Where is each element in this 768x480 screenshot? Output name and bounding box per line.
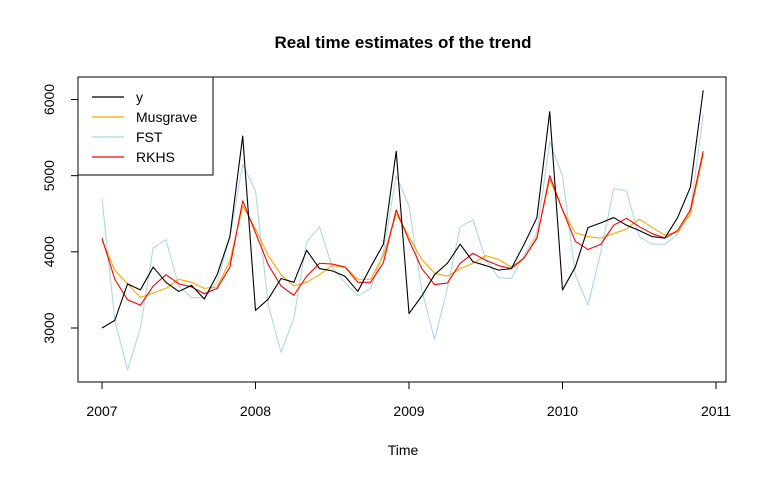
legend-label-rkhs: RKHS [136,149,175,165]
legend: y Musgrave FST RKHS [77,76,214,176]
x-tick-label: 2007 [86,403,117,419]
x-axis: 2007 2008 2009 2010 2011 [86,381,731,419]
legend-box [77,76,214,176]
legend-label-y: y [136,89,143,105]
series-layer [101,90,704,371]
x-tick-label: 2011 [701,403,731,419]
series-line-y [101,90,704,329]
y-tick-label: 4000 [41,236,57,267]
legend-label-musgrave: Musgrave [136,109,198,125]
chart-title: Real time estimates of the trend [275,33,532,52]
x-tick-label: 2010 [547,403,578,419]
x-tick-label: 2008 [240,403,271,419]
legend-label-fst: FST [136,129,163,145]
y-axis: 3000 4000 5000 6000 [41,84,79,344]
y-tick-label: 3000 [41,312,57,343]
y-tick-label: 6000 [41,84,57,115]
y-tick-label: 5000 [41,160,57,191]
x-axis-label: Time [388,442,419,458]
x-tick-label: 2009 [393,403,424,419]
series-line-rkhs [101,151,704,306]
